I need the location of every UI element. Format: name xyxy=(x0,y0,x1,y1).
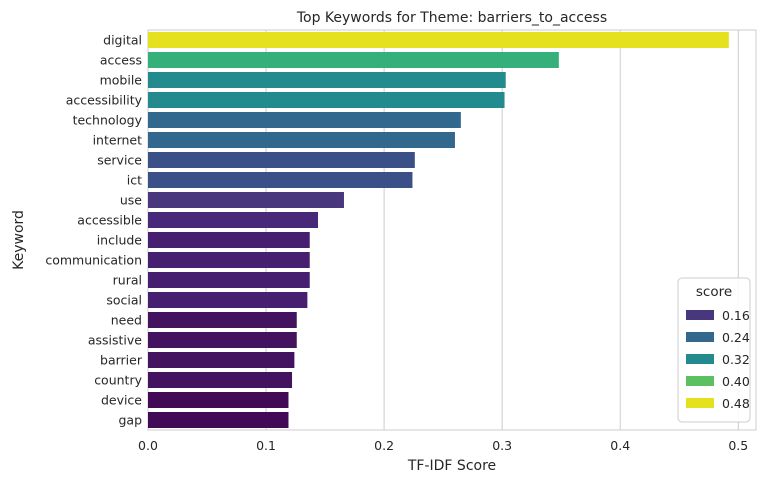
y-tick-label: communication xyxy=(45,253,142,268)
legend-title: score xyxy=(696,284,732,300)
legend-label: 0.16 xyxy=(722,308,750,323)
y-tick-label: internet xyxy=(93,133,143,148)
y-tick-label: technology xyxy=(73,113,143,128)
bar-mobile xyxy=(148,72,506,88)
bar-accessible xyxy=(148,212,319,228)
bar-rural xyxy=(148,272,310,288)
bar-access xyxy=(148,52,559,68)
chart-title: Top Keywords for Theme: barriers_to_acce… xyxy=(296,10,607,26)
y-tick-label: need xyxy=(111,313,142,328)
bar-service xyxy=(148,152,415,168)
y-tick-label: access xyxy=(100,53,142,68)
bar-include xyxy=(148,232,310,248)
legend-label: 0.24 xyxy=(722,330,750,345)
y-tick-label: include xyxy=(97,233,143,248)
legend-swatch xyxy=(686,398,714,408)
legend-swatch xyxy=(686,310,714,320)
bar-country xyxy=(148,372,293,388)
y-tick-labels: digital access mobile accessibility technolo… xyxy=(45,33,143,428)
bar-gap xyxy=(148,412,289,428)
x-tick-label: 0.0 xyxy=(138,438,158,453)
y-tick-label: rural xyxy=(113,273,142,288)
x-tick-label: 0.4 xyxy=(610,438,630,453)
bar-internet xyxy=(148,132,455,148)
bar-barrier xyxy=(148,352,295,368)
y-tick-label: assistive xyxy=(88,333,142,348)
y-tick-label: gap xyxy=(118,413,142,428)
legend-label: 0.40 xyxy=(722,374,750,389)
y-tick-label: mobile xyxy=(100,73,143,88)
y-tick-label: country xyxy=(94,373,142,388)
bar-accessibility xyxy=(148,92,505,108)
legend-swatch xyxy=(686,376,714,386)
plot-frame xyxy=(147,29,757,431)
y-tick-label: accessibility xyxy=(66,93,143,108)
bar-assistive xyxy=(148,332,297,348)
bar-device xyxy=(148,392,289,408)
legend-swatch xyxy=(686,354,714,364)
legend-swatch xyxy=(686,332,714,342)
x-tick-label: 0.3 xyxy=(492,438,512,453)
y-tick-label: ict xyxy=(127,173,142,188)
y-tick-label: digital xyxy=(103,33,142,48)
y-axis-label: Keyword xyxy=(11,210,27,270)
x-tick-label: 0.1 xyxy=(256,438,276,453)
x-axis-label: TF-IDF Score xyxy=(407,458,496,474)
bar-communication xyxy=(148,252,310,268)
bar-need xyxy=(148,312,297,328)
y-tick-label: service xyxy=(97,153,142,168)
legend-label: 0.32 xyxy=(722,352,750,367)
x-tick-label: 0.5 xyxy=(728,438,748,453)
y-tick-label: device xyxy=(101,393,142,408)
legend: score 0.16 0.24 0.32 0.40 0.48 xyxy=(677,277,751,423)
x-tick-labels: 0.0 0.1 0.2 0.3 0.4 0.5 xyxy=(138,438,748,453)
grid xyxy=(147,29,757,431)
legend-label: 0.48 xyxy=(722,396,750,411)
y-tick-label: social xyxy=(106,293,142,308)
bar-use xyxy=(148,192,344,208)
y-tick-label: barrier xyxy=(100,353,143,368)
bars xyxy=(148,32,729,428)
bar-ict xyxy=(148,172,413,188)
bar-technology xyxy=(148,112,461,128)
bar-digital xyxy=(148,32,729,48)
x-tick-label: 0.2 xyxy=(374,438,394,453)
y-tick-label: accessible xyxy=(77,213,142,228)
bar-social xyxy=(148,292,308,308)
y-tick-label: use xyxy=(120,193,142,208)
